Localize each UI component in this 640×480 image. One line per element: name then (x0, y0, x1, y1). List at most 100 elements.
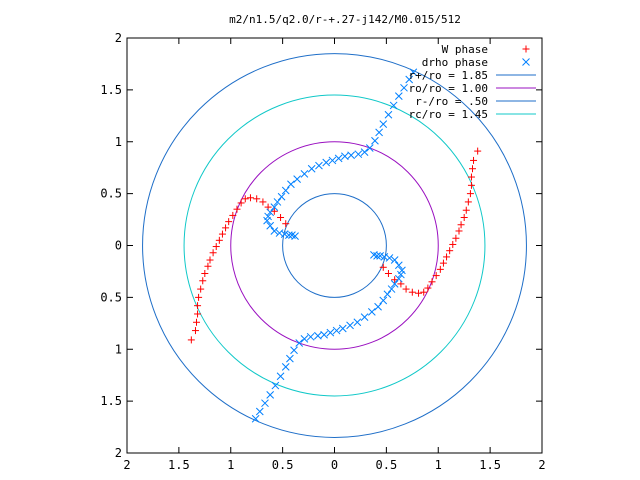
w-phase-point (402, 285, 410, 293)
circle-r-1-85 (142, 53, 527, 438)
drho-phase-point (251, 414, 260, 423)
y-tick-label: 0.5 (100, 290, 122, 304)
x-tick-label: 1.5 (168, 458, 190, 472)
w-phase-point (462, 206, 470, 214)
w-phase-point (397, 280, 405, 288)
drho-phase-point (370, 250, 378, 259)
drho-phase-point (338, 324, 347, 333)
drho-phase-point (295, 339, 304, 347)
drho-phase-point (394, 261, 403, 270)
w-phase-point (467, 173, 475, 181)
w-phase-point (449, 240, 457, 248)
drho-phase-point (390, 256, 399, 264)
x-tick-label: 1.5 (479, 458, 501, 472)
drho-phase-point (334, 154, 343, 163)
x-tick-label: 2 (538, 458, 545, 472)
w-phase-point (408, 288, 416, 296)
w-phase-point (206, 256, 214, 264)
drho-phase-point (398, 266, 406, 275)
w-phase-point (282, 220, 290, 228)
drho-phase-point (293, 175, 302, 183)
drho-phase-point (314, 331, 322, 340)
drho-phase-point (281, 186, 290, 195)
drho-phase-point (307, 164, 316, 173)
w-phase-point (466, 190, 474, 198)
w-phase-point (391, 276, 399, 284)
y-tick-label: 1 (115, 342, 122, 356)
x-tick-label: 2 (123, 458, 130, 472)
w-phase-point (191, 327, 199, 335)
drho-phase-point (367, 308, 376, 316)
drho-phase-point (383, 290, 392, 299)
drho-phase-point (286, 354, 294, 363)
legend-label-circle: ro/ro = 1.00 (409, 82, 488, 95)
w-phase-point (464, 198, 472, 206)
drho-phase-point (376, 252, 385, 260)
chart-title: m2/n1.5/q2.0/r-+.27-j142/M0.015/512 (229, 13, 461, 26)
w-phase-point (204, 262, 212, 270)
drho-phase-point (281, 363, 290, 371)
drho-phase-point (266, 208, 275, 217)
drho-phase-point (288, 231, 296, 239)
w-phase-point (215, 236, 223, 244)
w-phase-point (455, 227, 463, 235)
drho-phase-point (306, 332, 315, 341)
legend-label-circle: r-/ro = .50 (415, 95, 488, 108)
w-phase-point (212, 243, 220, 251)
w-phase-point (229, 211, 237, 219)
w-phase-point (194, 310, 202, 318)
drho-phase-point (273, 198, 282, 206)
w-phase-point (259, 198, 267, 206)
w-phase-point (452, 234, 460, 242)
w-phase-point (222, 224, 230, 232)
w-phase-point (467, 181, 475, 189)
w-phase-point (415, 289, 423, 297)
drho-phase-point (405, 75, 414, 84)
axis-ticks: 2 1.5 1 0.5 0 0.5 1 1.5 221.510.500.511.52 (100, 31, 545, 472)
drho-phase-point (371, 136, 379, 145)
circle-r-1-45 (183, 94, 486, 397)
legend-label-w-phase: W phase (442, 43, 488, 56)
w-phase-point (443, 253, 451, 261)
w-phase-point (270, 207, 278, 215)
drho-phase-point (394, 92, 403, 100)
w-phase-point (379, 263, 387, 271)
w-phase-point (439, 259, 447, 267)
y-tick-label: 1.5 (100, 83, 122, 97)
w-phase-point (241, 195, 249, 203)
w-phase-point (187, 336, 195, 344)
drho-phase-point (354, 150, 363, 159)
w-phase-point (233, 205, 241, 213)
w-phase-point (457, 221, 465, 229)
circle-r-0-5 (282, 193, 387, 298)
w-phase-point (474, 147, 482, 155)
drho-phase-point (332, 326, 341, 335)
drho-phase-point (290, 346, 298, 355)
w-phase-point (246, 194, 254, 202)
w-phase-point (237, 199, 245, 207)
drho-phase-point (353, 318, 362, 327)
legend-label-circle: rc/ro = 1.45 (409, 108, 488, 121)
drho-phase-point (360, 148, 369, 156)
w-phase-point (460, 213, 468, 221)
drho-phase-point (389, 101, 398, 110)
y-tick-label: 1 (115, 135, 122, 149)
drho-phase-point (270, 203, 279, 211)
drho-phase-point (271, 381, 280, 390)
drho-phase-point (328, 156, 337, 165)
x-tick-label: 1 (227, 458, 234, 472)
w-phase-point (277, 213, 285, 221)
drho-phase-point (270, 227, 279, 235)
drho-phase-point (300, 170, 309, 178)
x-tick-label: 0 (331, 458, 338, 472)
drho-phase-point (320, 330, 328, 339)
legend-label-circle: r+/ro = 1.85 (409, 69, 488, 82)
drho-phase-point (375, 128, 383, 137)
drho-phase-point (379, 296, 388, 305)
drho-phase-point (347, 151, 355, 160)
drho-phase-point (277, 192, 286, 201)
y-tick-label: 1.5 (100, 394, 122, 408)
reference-circles (142, 53, 527, 438)
